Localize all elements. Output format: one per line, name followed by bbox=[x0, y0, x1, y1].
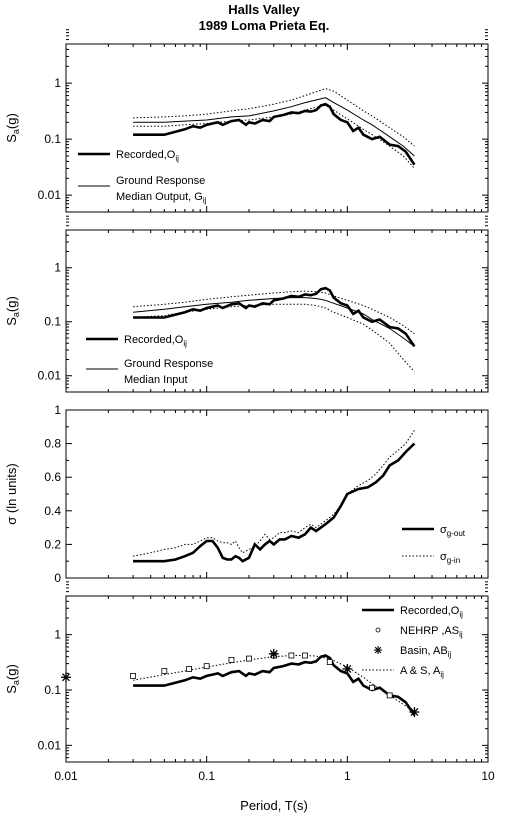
x-tick-label: 10 bbox=[481, 769, 495, 783]
chart-subtitle: 1989 Loma Prieta Eq. bbox=[199, 18, 330, 33]
plot-frame bbox=[65, 229, 489, 393]
y-tick-label: 0.01 bbox=[38, 738, 62, 752]
chart-title: Halls Valley bbox=[228, 2, 300, 17]
x-tick-label: 1 bbox=[344, 769, 351, 783]
series-1-thick bbox=[133, 442, 416, 563]
y-tick-label: 0.1 bbox=[44, 683, 61, 697]
legend-label: Recorded,Oij bbox=[400, 605, 463, 619]
basin-star-marker bbox=[62, 673, 70, 682]
legend-label: Recorded,Oij bbox=[124, 334, 187, 348]
series-2-thin bbox=[133, 97, 415, 157]
nehrp-square-marker bbox=[228, 657, 235, 663]
x-tick-label: 0.1 bbox=[198, 769, 215, 783]
nehrp-square-marker bbox=[288, 652, 295, 659]
plot-frame bbox=[65, 43, 489, 213]
y-tick-label: 0.1 bbox=[44, 315, 61, 329]
series-4-dotted bbox=[133, 303, 415, 372]
y-tick-label: 0.4 bbox=[44, 504, 61, 518]
y-tick-label: 1 bbox=[54, 628, 61, 642]
plot-frame bbox=[65, 595, 489, 763]
y-axis-label: Sa(g) bbox=[4, 664, 21, 694]
panel-1: 0.01 0.1 1 Sa(g) Recorded,Oij Ground Response… bbox=[4, 29, 489, 213]
series-2-thin bbox=[133, 297, 415, 347]
x-axis-label: Period, T(s) bbox=[240, 798, 308, 813]
legend-label: Basin, ABij bbox=[400, 645, 451, 659]
y-tick-label: 0 bbox=[54, 571, 61, 585]
y-tick-label: 1 bbox=[54, 403, 61, 417]
nehrp-square-marker bbox=[246, 655, 252, 662]
nehrp-square-marker bbox=[130, 672, 137, 679]
panel-4: 0.01 0.1 1 0.01 0.1 1 10 Sa(g) Recorded,Oij NEHRP… bbox=[4, 581, 495, 783]
series-2-dotted bbox=[133, 655, 415, 713]
panel-3: 0 0.2 0.4 0.6 0.8 1 σ (ln units) σg-out σg-in bbox=[4, 403, 489, 585]
series-1-thick bbox=[133, 102, 416, 166]
basin-star-marker bbox=[410, 708, 419, 717]
legend-label: A & S, Aij bbox=[400, 665, 444, 679]
legend-marker-nehrp bbox=[375, 627, 381, 633]
y-axis-label: Sa(g) bbox=[4, 113, 21, 143]
panels: 0.01 0.1 1 Sa(g) Recorded,Oij Ground Response… bbox=[4, 29, 495, 783]
legend-label: Ground Response bbox=[116, 175, 205, 187]
y-tick-label: 0.1 bbox=[44, 132, 61, 146]
series-3-dotted bbox=[133, 88, 415, 147]
nehrp-square-marker bbox=[186, 666, 192, 672]
series-4-dotted bbox=[133, 104, 415, 169]
y-tick-label: 0.01 bbox=[38, 188, 62, 202]
plot-frame bbox=[65, 409, 489, 579]
y-tick-label: 0.6 bbox=[44, 470, 61, 484]
y-axis-label: σ (ln units) bbox=[4, 463, 19, 524]
x-tick-label: 0.01 bbox=[54, 769, 78, 783]
y-tick-label: 1 bbox=[54, 76, 61, 90]
series-3-dotted bbox=[133, 290, 415, 335]
legend-label: σg-out bbox=[440, 524, 466, 538]
nehrp-square-marker bbox=[302, 652, 308, 659]
y-tick-label: 0.2 bbox=[44, 537, 61, 551]
y-tick-label: 1 bbox=[54, 261, 61, 275]
y-axis-label: Sa(g) bbox=[4, 296, 21, 326]
panel-2: 0.01 0.1 1 Sa(g) Recorded,Oij Ground Response… bbox=[4, 215, 489, 393]
series-2-dotted bbox=[133, 429, 415, 557]
series-1-thick bbox=[133, 286, 416, 348]
nehrp-square-marker bbox=[203, 663, 210, 670]
nehrp-square-marker bbox=[386, 692, 393, 699]
series-1-thick bbox=[133, 654, 416, 716]
nehrp-square-marker bbox=[369, 684, 376, 691]
legend-label: Ground Response bbox=[124, 358, 213, 370]
y-tick-label: 0.01 bbox=[38, 369, 62, 383]
legend-label: σg-in bbox=[440, 551, 460, 565]
legend-label: NEHRP ,ASij bbox=[400, 625, 463, 639]
nehrp-square-marker bbox=[326, 659, 333, 665]
legend-label: Recorded,Oij bbox=[116, 149, 179, 163]
nehrp-square-marker bbox=[161, 668, 168, 674]
basin-star-marker bbox=[269, 649, 278, 658]
legend-label: Median Input bbox=[124, 374, 188, 386]
legend-marker-basin bbox=[374, 646, 382, 654]
basin-star-marker bbox=[343, 664, 352, 673]
legend-label: Median Output, Gij bbox=[116, 191, 207, 205]
y-tick-label: 0.8 bbox=[44, 437, 61, 451]
